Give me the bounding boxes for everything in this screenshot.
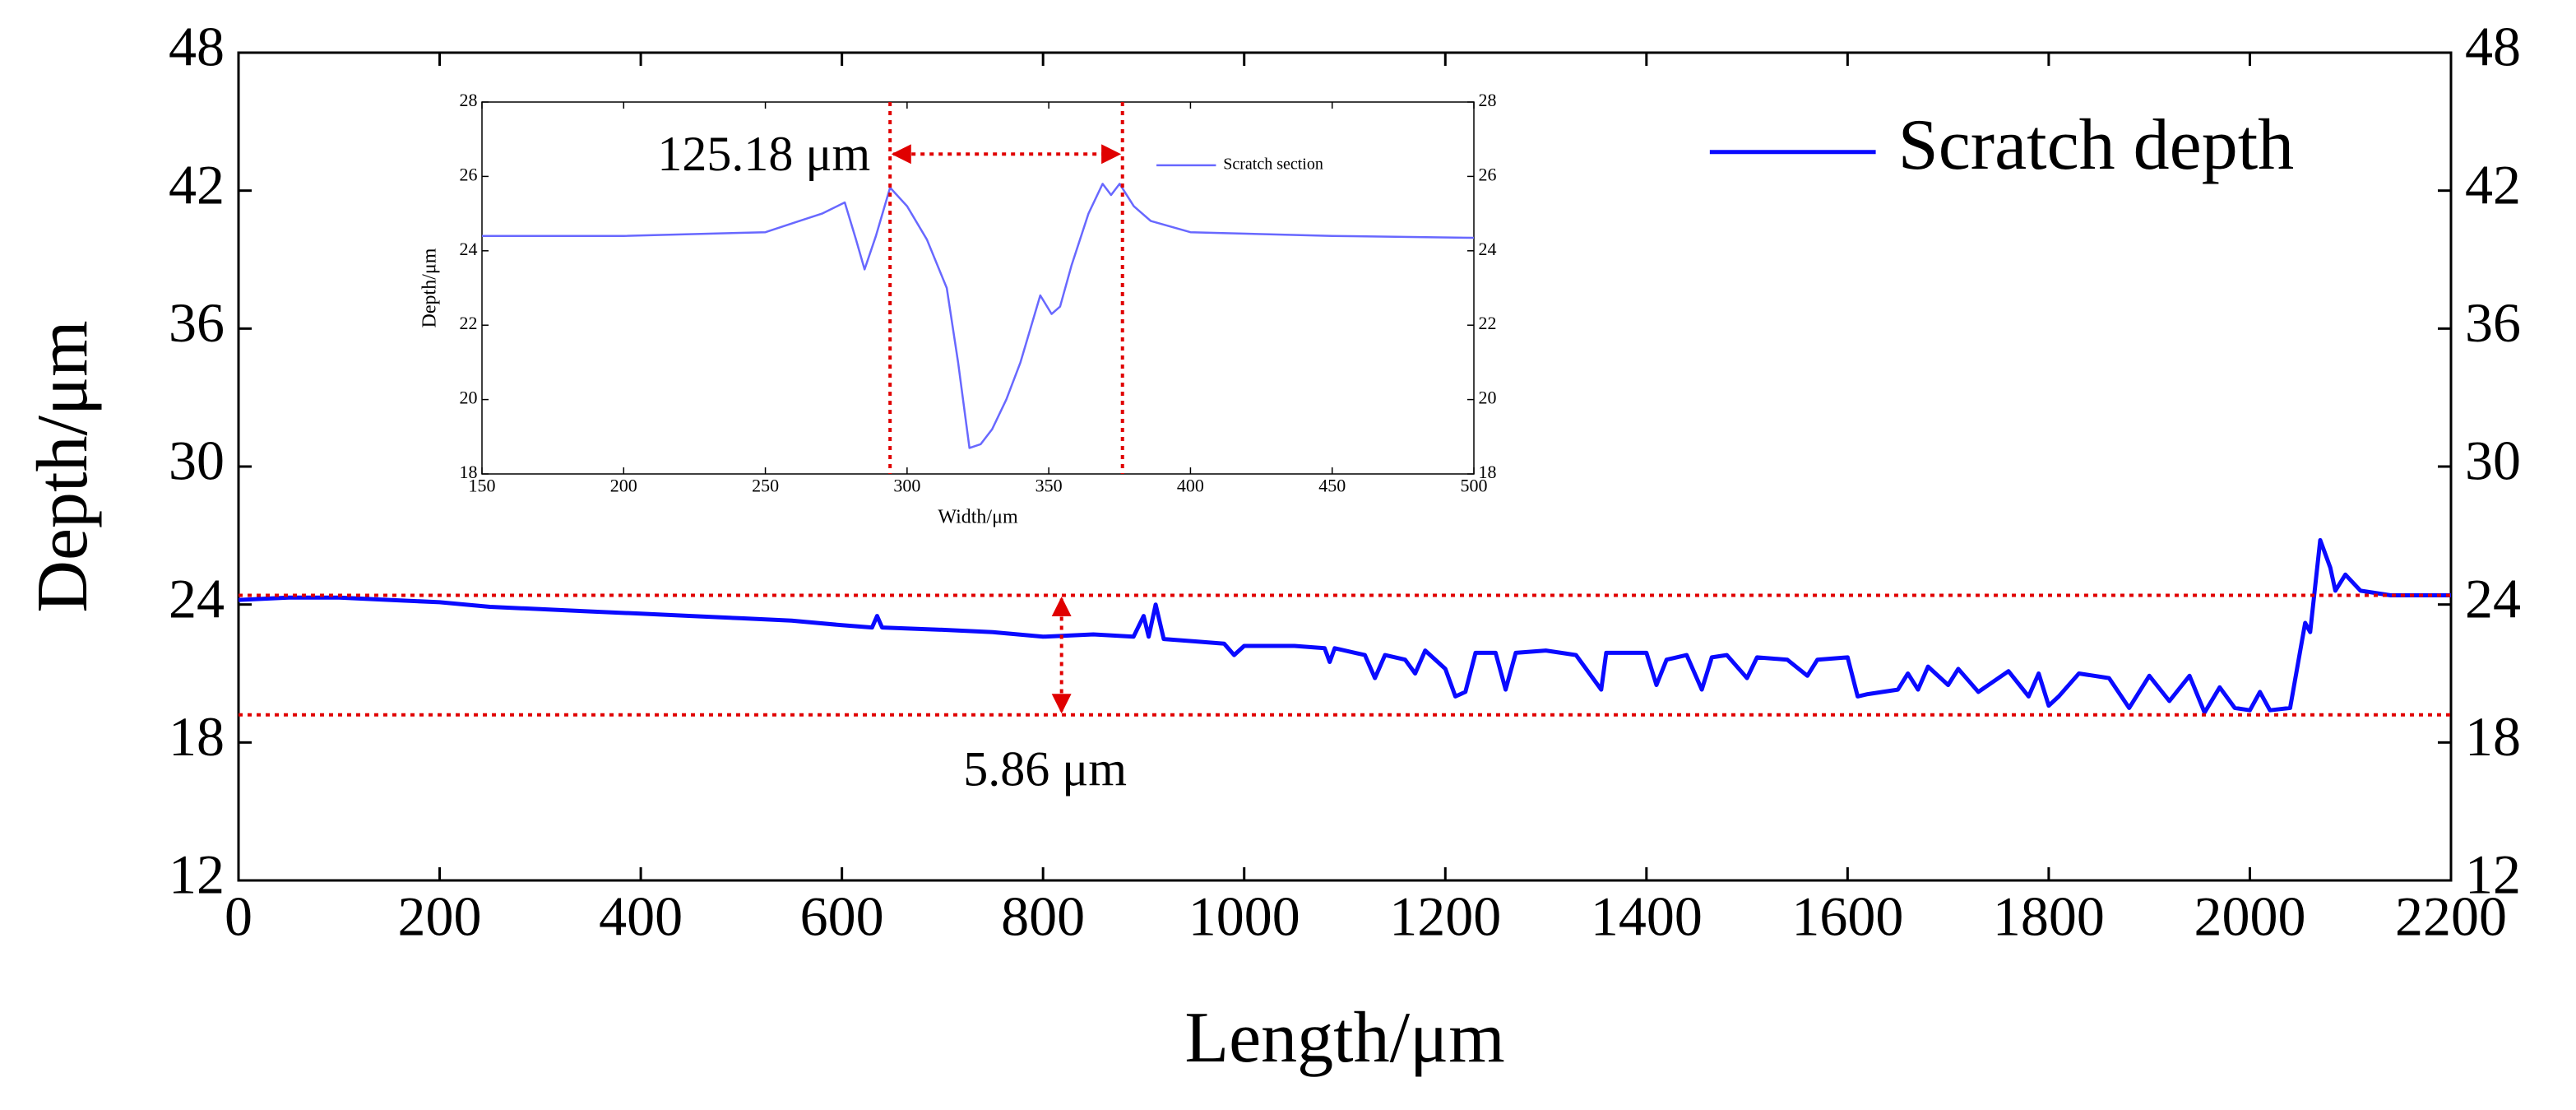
x-tick-label: 1000 <box>1188 885 1300 948</box>
x-tick-label: 400 <box>1177 476 1204 496</box>
x-tick-label: 1600 <box>1791 885 1903 948</box>
x-axis-title: Width/μm <box>938 507 1018 528</box>
inset-background <box>482 102 1474 474</box>
y-tick-label-right: 30 <box>2465 430 2521 492</box>
y-tick-label: 20 <box>460 388 478 408</box>
data-line <box>238 537 2451 715</box>
y-tick-label: 22 <box>460 313 478 333</box>
y-tick-label: 26 <box>460 164 478 184</box>
x-tick-label: 2000 <box>2194 885 2305 948</box>
y-tick-label-right: 42 <box>2465 153 2521 216</box>
x-tick-label: 1400 <box>1591 885 1703 948</box>
y-tick-label: 12 <box>169 843 225 906</box>
x-tick-label: 2200 <box>2395 885 2507 948</box>
y-axis-title: Depth/μm <box>419 248 441 327</box>
y-axis-title: Depth/μm <box>23 320 103 612</box>
plot-frame <box>481 101 1475 475</box>
y-tick-label-right: 12 <box>2465 843 2521 906</box>
y-tick-label: 18 <box>169 705 225 768</box>
y-tick-label-right: 36 <box>2465 291 2521 354</box>
y-tick-label: 24 <box>169 567 225 629</box>
y-tick-label: 28 <box>460 90 478 110</box>
plot-frame <box>237 51 2453 882</box>
x-tick-label: 200 <box>398 885 482 948</box>
x-tick-label: 1200 <box>1389 885 1501 948</box>
y-tick-label-right: 22 <box>1479 313 1497 333</box>
x-tick-label: 250 <box>752 476 779 496</box>
x-tick-label: 450 <box>1318 476 1346 496</box>
legend-label: Scratch depth <box>1898 105 2294 185</box>
y-tick-label: 24 <box>460 239 478 259</box>
x-tick-label: 500 <box>1461 476 1488 496</box>
y-tick-label-right: 48 <box>2465 16 2521 78</box>
legend-label: Scratch section <box>1223 155 1323 173</box>
x-tick-label: 200 <box>610 476 637 496</box>
x-tick-label: 350 <box>1035 476 1063 496</box>
x-tick-label: 400 <box>599 885 683 948</box>
x-tick-label: 150 <box>469 476 496 496</box>
y-tick-label: 18 <box>460 462 478 482</box>
x-tick-label: 1800 <box>1993 885 2105 948</box>
y-tick-label-right: 26 <box>1479 164 1497 184</box>
x-axis-title: Length/μm <box>1184 998 1504 1078</box>
y-tick-label-right: 24 <box>1479 239 1497 259</box>
data-line <box>482 183 1475 449</box>
y-tick-label: 42 <box>169 153 225 216</box>
y-tick-label-right: 28 <box>1479 90 1497 110</box>
y-tick-label: 30 <box>169 430 225 492</box>
annotation: 125.18 μm <box>657 127 870 181</box>
x-tick-label: 0 <box>225 885 253 948</box>
y-tick-label: 36 <box>169 291 225 354</box>
y-tick-label: 48 <box>169 16 225 78</box>
y-tick-label-right: 18 <box>1479 462 1497 482</box>
annotation: 5.86 μm <box>963 742 1127 797</box>
x-tick-label: 300 <box>893 476 920 496</box>
x-tick-label: 800 <box>1001 885 1085 948</box>
x-tick-label: 600 <box>800 885 884 948</box>
y-tick-label-right: 24 <box>2465 567 2521 629</box>
y-tick-label-right: 18 <box>2465 705 2521 768</box>
y-tick-label-right: 20 <box>1479 388 1497 408</box>
